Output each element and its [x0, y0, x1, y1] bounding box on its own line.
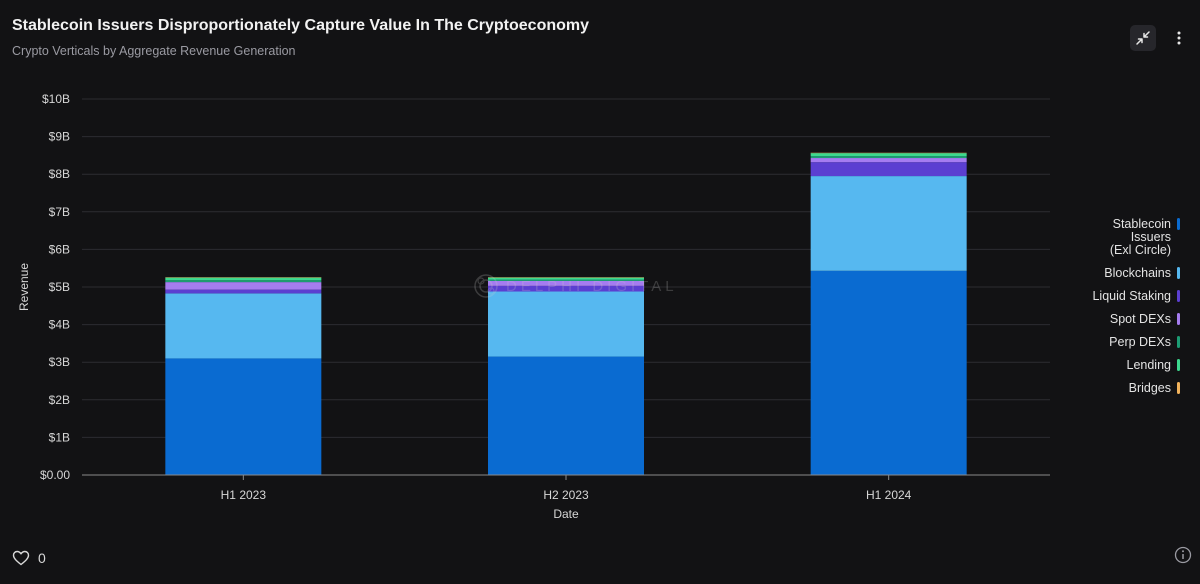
legend-label: Stablecoin Issuers (Exl Circle) [1109, 217, 1171, 257]
bar-segment-stablecoin-issuers-exl-circle[interactable] [488, 356, 644, 475]
bar-segment-liquid-staking[interactable] [165, 289, 322, 294]
watermark: DELPHI DIGITAL [472, 272, 678, 300]
chart-title: Stablecoin Issuers Disproportionately Ca… [12, 17, 590, 34]
legend-swatch [1177, 382, 1180, 394]
collapse-icon [1136, 31, 1150, 45]
bars [165, 152, 967, 475]
bar-segment-perp-dexs[interactable] [165, 280, 322, 283]
bar-segment-blockchains[interactable] [165, 293, 322, 359]
info-icon[interactable] [1174, 546, 1192, 564]
legend-swatch [1177, 336, 1180, 348]
bar-segment-stablecoin-issuers-exl-circle[interactable] [165, 358, 322, 475]
bar-segment-spot-dexs[interactable] [488, 280, 644, 286]
y-tick-label: $3B [49, 355, 70, 369]
bar-segment-lending[interactable] [165, 277, 322, 281]
legend-item[interactable]: Perp DEXs [1068, 336, 1180, 349]
y-tick-label: $8B [49, 167, 70, 181]
legend-item[interactable]: Lending [1068, 359, 1180, 372]
heart-icon [12, 550, 30, 566]
delphi-logo-icon [474, 274, 498, 298]
y-tick-label: $6B [49, 242, 70, 256]
collapse-button[interactable] [1130, 25, 1156, 51]
y-tick-label: $9B [49, 130, 70, 144]
legend-swatch [1177, 290, 1180, 302]
y-axis-title: Revenue [17, 263, 31, 311]
bar-segment-perp-dexs[interactable] [488, 279, 644, 281]
legend-swatch [1177, 218, 1180, 230]
bar-segment-lending[interactable] [810, 153, 967, 157]
y-tick-label: $7B [49, 205, 70, 219]
legend-swatch [1177, 267, 1180, 279]
x-tick-label: H1 2024 [866, 488, 912, 502]
legend-label: Liquid Staking [1092, 289, 1171, 303]
bar-segment-perp-dexs[interactable] [810, 156, 967, 159]
legend-label: Spot DEXs [1109, 312, 1171, 326]
x-tick-label: H2 2023 [543, 488, 589, 502]
bar-segment-blockchains[interactable] [488, 291, 644, 357]
bar-segment-liquid-staking[interactable] [810, 162, 967, 177]
legend-swatch [1177, 313, 1180, 325]
legend-item[interactable]: Liquid Staking [1068, 290, 1180, 303]
like-button[interactable]: 0 [12, 550, 46, 566]
x-tick-label: H1 2023 [221, 488, 267, 502]
legend-label: Perp DEXs [1109, 335, 1171, 349]
x-axis-title: Date [553, 507, 579, 521]
legend-label: Bridges [1128, 381, 1171, 395]
legend-item[interactable]: Stablecoin Issuers (Exl Circle) [1068, 218, 1180, 257]
bar-segment-stablecoin-issuers-exl-circle[interactable] [810, 270, 967, 475]
like-count: 0 [38, 550, 46, 566]
legend-item[interactable]: Spot DEXs [1068, 313, 1180, 326]
bar-segment-spot-dexs[interactable] [165, 282, 322, 290]
bar-segment-lending[interactable] [488, 277, 644, 280]
y-tick-label: $4B [49, 318, 70, 332]
bar-segment-liquid-staking[interactable] [488, 285, 644, 292]
y-tick-label: $0.00 [40, 468, 70, 482]
y-tick-label: $5B [49, 280, 70, 294]
x-axis-ticks: H1 2023 H2 2023 H1 2024 [221, 475, 912, 502]
legend-item[interactable]: Blockchains [1068, 267, 1180, 280]
legend-label: Lending [1126, 358, 1172, 372]
legend-swatch [1177, 359, 1180, 371]
y-tick-label: $1B [49, 430, 70, 444]
more-vertical-icon [1177, 31, 1181, 45]
y-tick-label: $2B [49, 393, 70, 407]
bar-segment-spot-dexs[interactable] [810, 158, 967, 163]
chart-legend: Stablecoin Issuers (Exl Circle) Blockchai… [1068, 218, 1180, 405]
y-axis-ticks: $0.00 $1B $2B $3B $4B $5B $6B $7B $8B $9B $10B [40, 92, 70, 482]
chart-subtitle: Crypto Verticals by Aggregate Revenue Ge… [12, 44, 296, 58]
legend-item[interactable]: Bridges [1068, 382, 1180, 395]
legend-label: Blockchains [1104, 266, 1171, 280]
y-tick-label: $10B [42, 92, 70, 106]
more-options-button[interactable] [1166, 25, 1192, 51]
watermark-text: DELPHI DIGITAL [506, 277, 678, 295]
bar-segment-blockchains[interactable] [810, 176, 967, 271]
